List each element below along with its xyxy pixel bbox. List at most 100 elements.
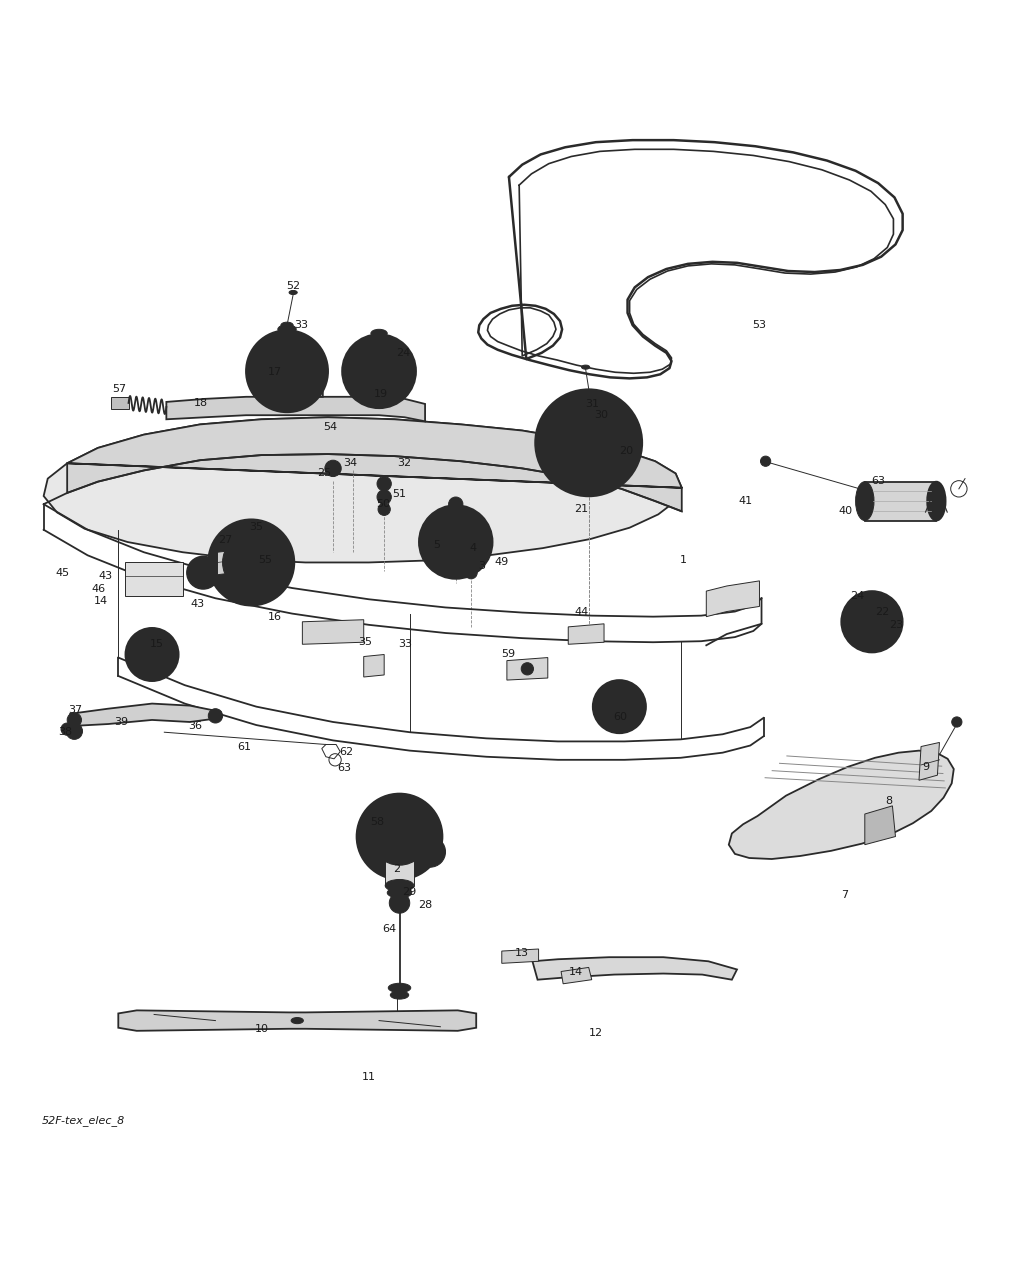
Text: 36: 36 [188, 720, 202, 731]
Circle shape [126, 628, 178, 681]
Polygon shape [919, 742, 939, 780]
Circle shape [198, 568, 208, 578]
Circle shape [368, 360, 390, 383]
Circle shape [951, 717, 962, 727]
Polygon shape [507, 657, 548, 680]
Circle shape [67, 723, 83, 739]
Text: 17: 17 [267, 368, 282, 377]
Text: 60: 60 [613, 712, 628, 722]
Polygon shape [119, 1010, 476, 1031]
Text: 3: 3 [478, 560, 484, 570]
Text: 46: 46 [92, 584, 105, 594]
Circle shape [137, 640, 166, 669]
Text: 2: 2 [393, 865, 400, 875]
Circle shape [260, 345, 313, 398]
Text: 61: 61 [238, 742, 251, 752]
Ellipse shape [582, 365, 590, 369]
Text: 41: 41 [738, 495, 753, 506]
Ellipse shape [420, 528, 440, 538]
Text: 22: 22 [876, 607, 889, 617]
Circle shape [356, 794, 442, 880]
Circle shape [432, 518, 479, 565]
Text: 11: 11 [361, 1072, 376, 1082]
Text: 33: 33 [398, 640, 413, 650]
Polygon shape [166, 397, 425, 421]
Text: 37: 37 [69, 705, 82, 714]
Circle shape [186, 556, 219, 589]
Circle shape [536, 389, 642, 495]
Circle shape [415, 837, 445, 867]
Polygon shape [865, 482, 936, 521]
Polygon shape [302, 619, 364, 645]
Circle shape [384, 822, 415, 852]
Circle shape [355, 348, 402, 394]
Ellipse shape [291, 1018, 303, 1024]
Text: 34: 34 [343, 459, 357, 468]
Circle shape [371, 808, 428, 865]
Text: 52F-tex_elec_8: 52F-tex_elec_8 [42, 1115, 125, 1126]
Polygon shape [502, 949, 539, 963]
Polygon shape [287, 367, 323, 397]
Ellipse shape [289, 291, 297, 295]
Ellipse shape [856, 482, 874, 521]
Text: 14: 14 [94, 597, 108, 607]
Polygon shape [568, 624, 604, 645]
Text: 55: 55 [258, 555, 272, 565]
Text: 44: 44 [574, 607, 589, 617]
Text: 19: 19 [374, 389, 388, 398]
Text: 43: 43 [98, 571, 112, 580]
Circle shape [465, 566, 477, 579]
Text: 12: 12 [589, 1028, 603, 1038]
Polygon shape [68, 417, 682, 512]
Ellipse shape [385, 880, 414, 891]
Circle shape [761, 456, 771, 466]
Circle shape [449, 497, 463, 512]
Circle shape [377, 477, 391, 490]
Polygon shape [112, 397, 129, 410]
Text: 33: 33 [294, 320, 308, 330]
Text: 35: 35 [250, 522, 263, 532]
Polygon shape [865, 806, 895, 844]
Ellipse shape [281, 322, 293, 329]
Ellipse shape [426, 851, 444, 860]
Circle shape [864, 613, 881, 629]
Text: 53: 53 [753, 320, 767, 330]
Text: 43: 43 [190, 599, 204, 609]
Ellipse shape [371, 330, 387, 337]
Circle shape [605, 693, 634, 720]
Text: 54: 54 [323, 422, 337, 432]
Circle shape [420, 530, 440, 550]
Text: 27: 27 [218, 535, 232, 545]
Circle shape [854, 603, 890, 640]
Text: 24: 24 [851, 592, 864, 602]
Text: 9: 9 [923, 762, 930, 772]
Text: 21: 21 [574, 504, 589, 514]
Text: 8: 8 [885, 796, 892, 805]
Circle shape [613, 700, 626, 713]
Polygon shape [244, 566, 264, 589]
Circle shape [554, 408, 624, 478]
Ellipse shape [388, 983, 411, 992]
Text: 32: 32 [397, 459, 412, 468]
Text: 58: 58 [370, 818, 384, 827]
Circle shape [444, 531, 467, 554]
Polygon shape [364, 655, 384, 678]
Text: 24: 24 [396, 348, 411, 358]
Text: 15: 15 [151, 640, 164, 650]
Text: 5: 5 [433, 540, 440, 550]
Text: 25: 25 [316, 469, 331, 479]
Text: 31: 31 [585, 399, 599, 410]
Text: 40: 40 [839, 507, 852, 516]
Circle shape [246, 330, 328, 412]
Text: 39: 39 [115, 717, 128, 727]
Text: 51: 51 [392, 489, 407, 499]
Text: 23: 23 [890, 619, 903, 629]
Circle shape [842, 592, 902, 652]
Polygon shape [561, 967, 592, 983]
Polygon shape [217, 550, 233, 575]
Text: 1: 1 [680, 555, 687, 565]
Ellipse shape [387, 887, 412, 897]
Text: 59: 59 [501, 650, 515, 660]
Circle shape [342, 335, 416, 408]
Text: 4: 4 [470, 544, 477, 554]
